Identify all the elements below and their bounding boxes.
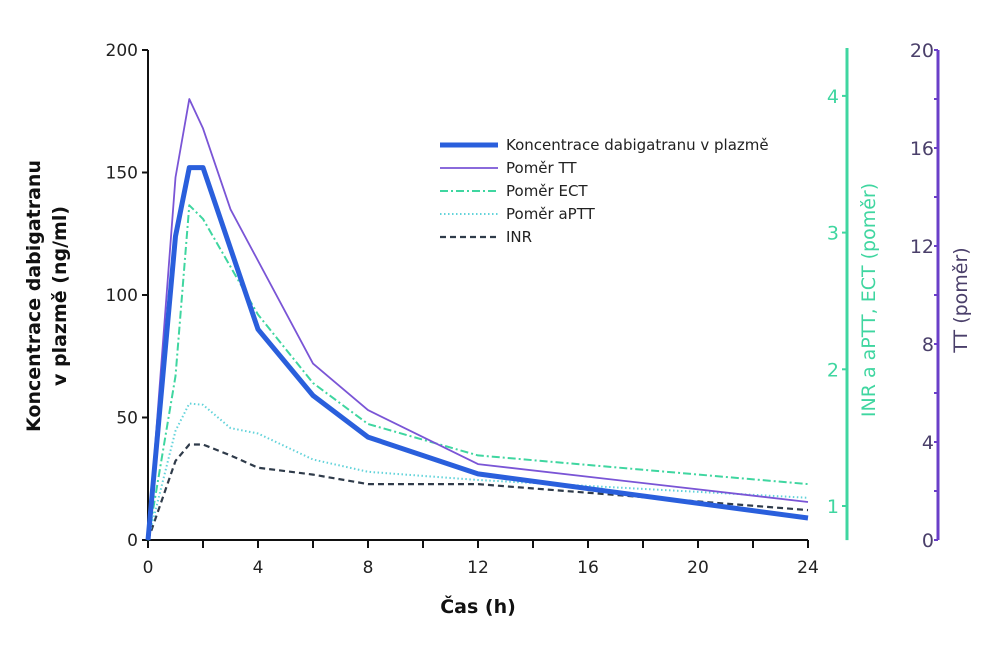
y-tick-label-left: 200 xyxy=(106,41,138,61)
y-axis-title-left: Koncentrace dabigatranu v plazmě (ng/ml) xyxy=(23,160,71,432)
x-tick-label: 0 xyxy=(143,558,154,578)
y-tick-label-purple: 0 xyxy=(922,530,934,552)
y-tick-label-left: 0 xyxy=(127,531,138,551)
x-tick-label: 4 xyxy=(253,558,264,578)
y-tick-label-purple: 12 xyxy=(910,236,934,258)
legend-label: INR xyxy=(506,228,532,246)
x-tick-label: 12 xyxy=(467,558,489,578)
y-tick-label-purple: 4 xyxy=(922,432,934,454)
y-axis-title-line2: v plazmě (ng/ml) xyxy=(49,206,71,386)
y-tick-label-purple: 20 xyxy=(910,40,934,62)
y-tick-label-green: 2 xyxy=(827,359,839,381)
x-tick-label: 20 xyxy=(687,558,709,578)
series-line-pom-r-ect xyxy=(147,204,809,541)
legend-label: Poměr ECT xyxy=(506,182,588,200)
series-line-pom-r-tt xyxy=(147,98,809,541)
y-tick-label-left: 50 xyxy=(116,409,138,429)
y-tick-label-purple: 16 xyxy=(910,138,934,160)
y-axis-title-line1: Koncentrace dabigatranu xyxy=(23,160,45,432)
series-layer xyxy=(145,98,809,541)
series-line-inr xyxy=(146,443,809,541)
y-tick-label-purple: 8 xyxy=(922,334,934,356)
legend-label: Poměr TT xyxy=(506,159,577,177)
x-tick-label: 16 xyxy=(577,558,599,578)
y-tick-label-green: 4 xyxy=(827,86,839,108)
y-axis-title-green: INR a aPTT, ECT (poměr) xyxy=(858,183,880,417)
y-axis-title-purple: TT (poměr) xyxy=(950,247,972,353)
series-line-koncentrace-dabigatranu-v-plazm- xyxy=(145,165,809,541)
legend: Koncentrace dabigatranu v plazmě Poměr TT… xyxy=(440,136,769,246)
y-tick-label-left: 100 xyxy=(106,286,138,306)
series-line-pom-r-aptt xyxy=(147,402,809,541)
y-tick-label-left: 150 xyxy=(106,164,138,184)
x-tick-label: 24 xyxy=(797,558,819,578)
x-axis-title: Čas (h) xyxy=(440,594,516,618)
x-tick-label: 8 xyxy=(363,558,374,578)
y-tick-label-green: 3 xyxy=(827,223,839,245)
legend-label: Poměr aPTT xyxy=(506,205,596,223)
legend-label: Koncentrace dabigatranu v plazmě xyxy=(506,136,769,154)
y-tick-label-green: 1 xyxy=(827,496,839,518)
